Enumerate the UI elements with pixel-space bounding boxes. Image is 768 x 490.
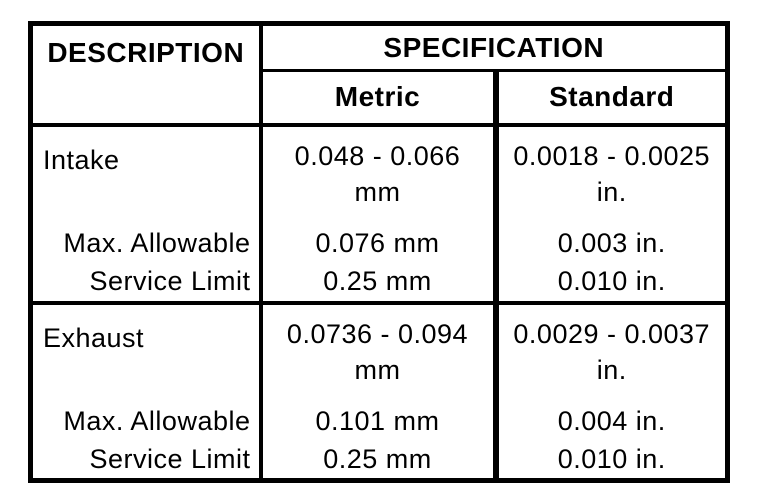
section-name-exhaust: Exhaust bbox=[30, 302, 263, 403]
intake-service-limit-label: Service Limit bbox=[30, 261, 263, 303]
table-row: Max. Allowable 0.101 mm 0.004 in. bbox=[30, 402, 728, 440]
specification-column-header: SPECIFICATION bbox=[260, 23, 728, 72]
intake-standard-range-value: 0.0018 - 0.0025 bbox=[513, 140, 711, 171]
table-row: Max. Allowable 0.076 mm 0.003 in. bbox=[30, 224, 728, 262]
intake-max-allowable-standard: 0.003 in. bbox=[557, 228, 666, 258]
metric-column-header: Metric bbox=[260, 70, 499, 125]
specification-table: DESCRIPTION SPECIFICATION Metric Standar… bbox=[28, 21, 730, 483]
header-row-sub: Metric Standard bbox=[31, 70, 728, 125]
intake-metric-range-cell: 0.048 - 0.066 mm bbox=[260, 124, 499, 225]
intake-service-limit-standard: 0.010 in. bbox=[557, 266, 666, 296]
exhaust-standard-range-value: 0.0029 - 0.0037 bbox=[513, 318, 711, 349]
exhaust-metric-range-unit: mm bbox=[354, 354, 401, 385]
intake-standard-range-unit: in. bbox=[596, 176, 627, 207]
exhaust-metric-range-cell: 0.0736 - 0.094 mm bbox=[260, 302, 499, 403]
table-header: DESCRIPTION SPECIFICATION Metric Standar… bbox=[30, 23, 728, 125]
exhaust-metric-range-value: 0.0736 - 0.094 bbox=[286, 318, 469, 349]
exhaust-standard-range-unit: in. bbox=[596, 354, 627, 385]
table-row: Service Limit 0.25 mm 0.010 in. bbox=[30, 439, 728, 481]
exhaust-max-allowable-standard: 0.004 in. bbox=[557, 406, 666, 436]
intake-max-allowable-label: Max. Allowable bbox=[30, 224, 263, 262]
header-row-top: DESCRIPTION SPECIFICATION bbox=[30, 23, 728, 125]
exhaust-max-allowable-metric: 0.101 mm bbox=[260, 402, 499, 440]
intake-max-allowable-metric: 0.076 mm bbox=[260, 224, 499, 262]
exhaust-service-limit-metric: 0.25 mm bbox=[260, 439, 499, 481]
intake-section: Intake 0.048 - 0.066 mm 0.0018 - 0.0025 … bbox=[30, 124, 728, 303]
table-row: Exhaust 0.0736 - 0.094 mm 0.0029 - 0.003… bbox=[30, 302, 728, 403]
table-row: Intake 0.048 - 0.066 mm 0.0018 - 0.0025 … bbox=[30, 124, 728, 225]
section-name-intake: Intake bbox=[30, 124, 263, 225]
description-column-header: DESCRIPTION bbox=[30, 23, 263, 125]
exhaust-max-allowable-label: Max. Allowable bbox=[30, 402, 263, 440]
intake-standard-range-cell: 0.0018 - 0.0025 in. bbox=[496, 125, 728, 225]
standard-column-header: Standard bbox=[549, 81, 675, 113]
table-row: Service Limit 0.25 mm 0.010 in. bbox=[30, 261, 728, 303]
exhaust-service-limit-label: Service Limit bbox=[30, 439, 263, 481]
exhaust-standard-range-cell: 0.0029 - 0.0037 in. bbox=[496, 303, 728, 403]
intake-service-limit-metric: 0.25 mm bbox=[260, 261, 499, 303]
intake-metric-range-value: 0.048 - 0.066 bbox=[294, 140, 461, 171]
exhaust-service-limit-standard: 0.010 in. bbox=[557, 443, 666, 474]
exhaust-section: Exhaust 0.0736 - 0.094 mm 0.0029 - 0.003… bbox=[30, 302, 728, 481]
intake-metric-range-unit: mm bbox=[354, 176, 401, 207]
